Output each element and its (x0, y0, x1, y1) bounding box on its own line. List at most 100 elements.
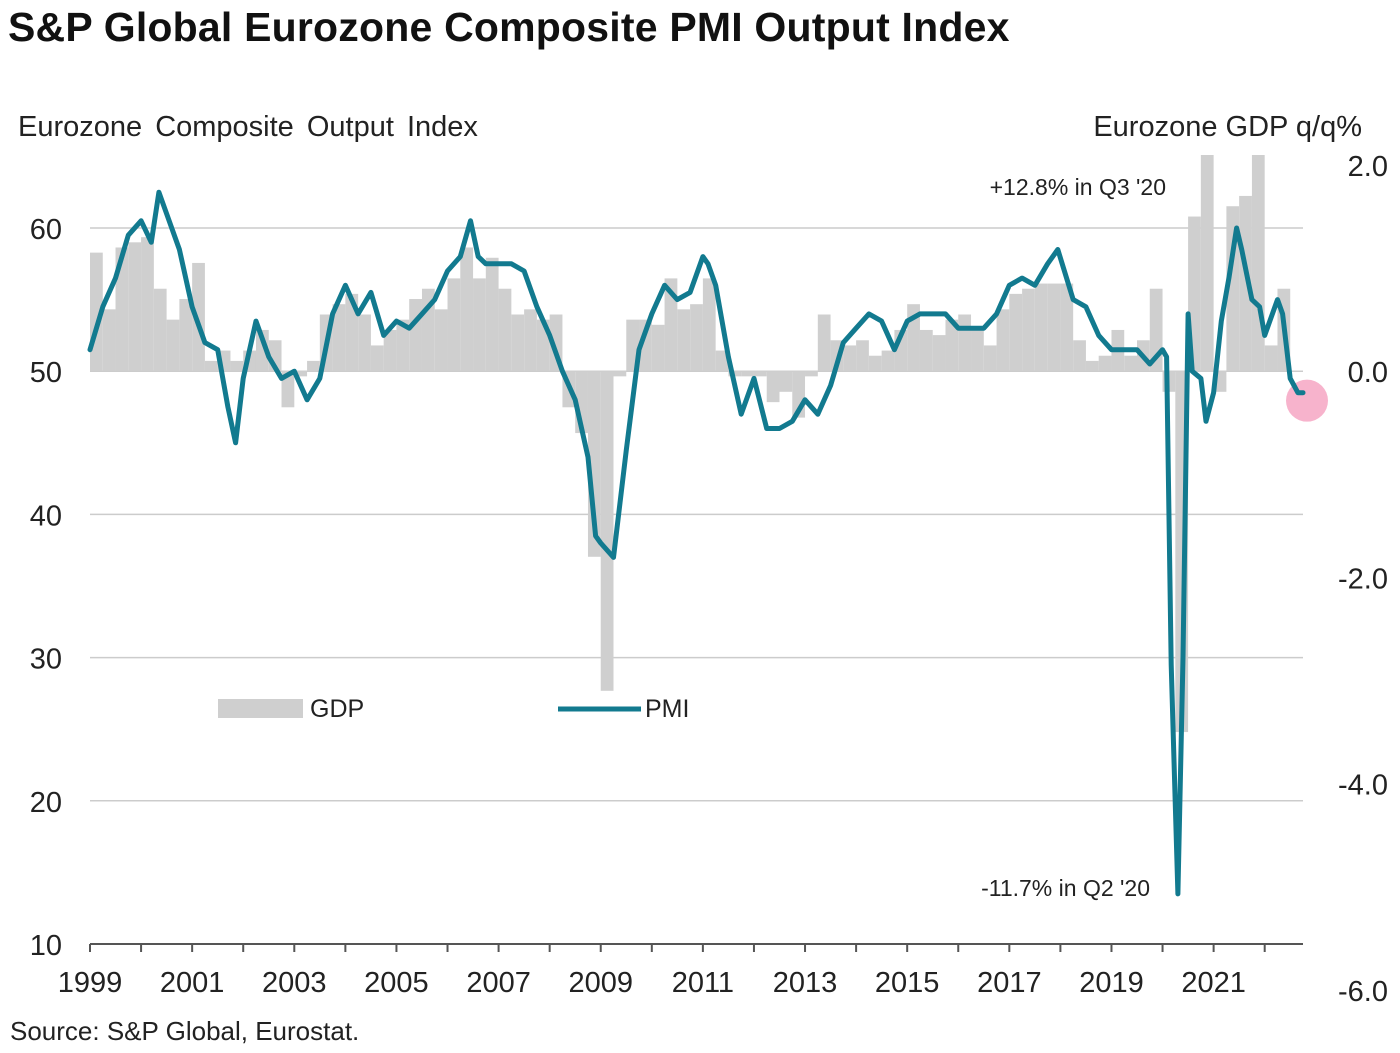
gdp-bar (434, 309, 448, 372)
legend-pmi-label: PMI (645, 695, 689, 723)
x-tick-label: 2013 (773, 967, 838, 999)
gdp-bar (115, 247, 129, 372)
gdp-bar (345, 293, 359, 372)
x-tick-label: 2005 (364, 967, 429, 999)
left-axis-label: Eurozone Composite Output Index (18, 111, 478, 143)
x-tick-label: 2011 (672, 967, 734, 999)
gdp-bars (90, 155, 1291, 733)
gdp-bar (932, 335, 946, 372)
right-y-tick-label: 0.0 (1348, 357, 1388, 389)
legend-gdp-label: GDP (310, 695, 364, 723)
x-tick-label: 2009 (568, 967, 633, 999)
axes (89, 943, 1303, 952)
gdp-bar (255, 329, 269, 372)
gdp-bar (1264, 345, 1278, 372)
gdp-bar (690, 304, 703, 372)
x-tick-label: 2001 (160, 967, 225, 999)
gdp-bar (1251, 155, 1265, 372)
gdp-bar (447, 278, 461, 372)
gdp-bar (753, 371, 767, 377)
legend-gdp-swatch (218, 699, 303, 718)
gdp-bar (919, 329, 933, 372)
right-y-tick-label: 2.0 (1348, 151, 1388, 183)
gdp-bar (153, 288, 167, 372)
gdp-bar (843, 345, 857, 372)
gdp-bar (1047, 283, 1061, 372)
gdp-bar (805, 371, 818, 377)
left-y-tick-label: 50 (30, 357, 62, 389)
gdp-bar (856, 340, 869, 372)
left-y-tick-label: 60 (30, 214, 62, 246)
x-tick-label: 2003 (262, 967, 327, 999)
gdp-bar (958, 314, 972, 372)
x-tick-label: 1999 (58, 967, 123, 999)
gdp-bar (141, 237, 154, 372)
gdp-bar (473, 278, 486, 372)
left-y-tick-label: 20 (30, 787, 62, 819)
gdp-bar (281, 371, 295, 408)
gdp-bar (1098, 355, 1112, 372)
gdp-bar (868, 355, 882, 372)
annotation-q3-2020: +12.8% in Q3 '20 (990, 174, 1166, 200)
gdp-bar (766, 371, 780, 403)
left-y-tick-label: 30 (30, 644, 62, 676)
gdp-bar (715, 350, 729, 372)
gdp-bar (166, 319, 180, 372)
gdp-bar (1085, 360, 1099, 372)
pmi-line (87, 189, 1306, 897)
gdp-bar (1073, 340, 1086, 372)
chart-title: S&P Global Eurozone Composite PMI Output… (8, 4, 1010, 50)
gdp-bar (102, 309, 116, 372)
gdp-bar (192, 262, 205, 372)
gdp-bar (728, 371, 742, 377)
gdp-bar (741, 371, 754, 377)
right-axis-label: Eurozone GDP q/q% (1093, 111, 1362, 143)
gdp-bar (1200, 155, 1214, 372)
pmi-line-layer (87, 189, 1328, 897)
x-tick-label: 2015 (875, 967, 940, 999)
gdp-bar (460, 247, 474, 372)
x-tick-label: 2007 (466, 967, 531, 999)
left-y-tick-label: 40 (30, 500, 62, 532)
gdp-bar (996, 309, 1010, 372)
gdp-bar (307, 360, 320, 372)
gdp-bar (370, 345, 384, 372)
annotation-q2-2020: -11.7% in Q2 '20 (981, 875, 1150, 901)
x-tick-label: 2019 (1079, 967, 1144, 999)
gdp-bar (1022, 288, 1035, 372)
gdp-bar (600, 371, 614, 691)
gdp-bar (1060, 283, 1074, 372)
gdp-bar (639, 319, 652, 372)
gdp-bar (779, 371, 793, 392)
gdp-bar (945, 319, 959, 372)
gdp-bar (651, 324, 665, 372)
gdp-bar (358, 314, 371, 372)
gdp-bar (1124, 355, 1138, 372)
right-y-tick-label: -6.0 (1338, 976, 1388, 1008)
left-y-tick-label: 10 (30, 930, 62, 962)
gdp-bar (664, 278, 678, 372)
labels: 1999 2001 2003 2005 2007 2009 2011 2013 2015 2017… (18, 111, 1388, 1008)
gdp-bar (983, 345, 997, 372)
gdp-bar (396, 319, 410, 372)
gdp-bar (511, 314, 525, 372)
gdp-bar (498, 288, 512, 372)
gdp-bar (1009, 293, 1023, 372)
x-tick-label: 2021 (1181, 967, 1246, 999)
gdp-bar (383, 329, 397, 372)
gdp-bar (881, 350, 895, 372)
gdp-bar (1034, 283, 1048, 372)
gdp-bar (230, 360, 244, 372)
x-tick-label: 2017 (977, 967, 1042, 999)
source-note: Source: S&P Global, Eurostat. (10, 1016, 360, 1046)
gdp-bar (702, 278, 716, 372)
gdp-bar (817, 314, 831, 372)
right-y-tick-label: -2.0 (1338, 563, 1388, 595)
gdp-bar (409, 299, 422, 372)
gdp-bar (128, 242, 142, 372)
gdp-bar (179, 299, 193, 372)
gdp-bar (485, 257, 499, 372)
gdp-bar (677, 309, 691, 372)
gdp-bar (332, 304, 346, 372)
